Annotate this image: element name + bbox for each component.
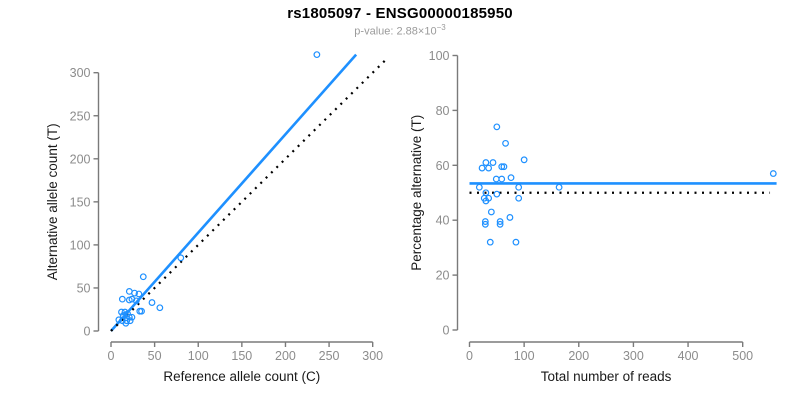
- data-point: [138, 307, 145, 315]
- identity-line: [110, 56, 390, 332]
- y-tick-label: 150: [70, 195, 91, 209]
- x-tick-label: 400: [678, 349, 699, 363]
- chart-subtitle: p-value: 2.88×10−3: [0, 23, 800, 38]
- data-point: [493, 123, 501, 131]
- data-point: [515, 183, 523, 191]
- data-point: [481, 218, 489, 225]
- data-point: [115, 316, 123, 324]
- y-tick-label: 0: [443, 324, 450, 338]
- x-tick-label: 200: [568, 349, 589, 363]
- chart-title: rs1805097 - ENSG00000185950: [287, 5, 513, 22]
- data-point: [487, 208, 495, 216]
- data-point: [135, 290, 143, 298]
- y-tick-label: 100: [429, 49, 450, 63]
- data-point: [489, 159, 497, 166]
- data-point: [520, 156, 528, 164]
- regression-line: [110, 53, 358, 332]
- data-point: [496, 218, 504, 225]
- y-axis-title: Percentage alternative (T): [409, 115, 424, 271]
- data-point: [492, 175, 500, 183]
- x-tick-label: 100: [188, 349, 209, 363]
- data-point: [478, 164, 486, 172]
- data-point: [769, 170, 777, 177]
- x-tick-label: 500: [732, 349, 753, 363]
- y-tick-label: 60: [436, 159, 450, 173]
- x-tick-label: 150: [231, 349, 252, 363]
- data-point: [493, 190, 501, 198]
- data-point: [128, 295, 136, 303]
- p-value-text: p-value: 2.88×10: [354, 25, 437, 38]
- x-tick-label: 0: [108, 349, 115, 363]
- x-axis-title: Reference allele count (C): [163, 369, 320, 384]
- data-point: [177, 254, 185, 262]
- data-point: [498, 163, 506, 171]
- y-tick-label: 200: [70, 152, 91, 166]
- data-point: [515, 194, 523, 202]
- y-tick-label: 100: [70, 238, 91, 252]
- percentage-scatter: 0 20 40 60 80 100 0 100 200 300 400 500 Total number…: [409, 49, 777, 384]
- p-value-exponent: −3: [436, 23, 446, 32]
- data-point: [139, 273, 147, 281]
- data-point: [506, 214, 514, 221]
- y-tick-label: 0: [84, 325, 91, 339]
- data-point: [507, 174, 515, 182]
- y-tick-label: 80: [436, 104, 450, 118]
- data-point: [485, 164, 493, 172]
- data-point: [131, 289, 138, 297]
- data-point: [313, 51, 321, 59]
- data-point: [148, 299, 156, 306]
- data-point: [125, 313, 133, 321]
- y-tick-label: 250: [70, 109, 91, 123]
- allele-count-scatter: 0 50 100 150 200 250 300 0 50 100 150 200 250 300 Refe…: [45, 51, 390, 384]
- data-point: [482, 189, 490, 197]
- data-point: [475, 183, 483, 191]
- x-tick-label: 0: [466, 349, 473, 363]
- data-point: [512, 238, 520, 246]
- data-point: [485, 194, 493, 202]
- data-point: [126, 317, 134, 325]
- data-point: [124, 310, 131, 318]
- y-tick-label: 50: [77, 281, 91, 295]
- x-tick-label: 50: [148, 349, 162, 363]
- y-tick-label: 40: [436, 214, 450, 228]
- data-point: [496, 220, 504, 228]
- data-point: [555, 183, 563, 191]
- x-tick-label: 250: [319, 349, 340, 363]
- data-point: [482, 159, 490, 166]
- data-point: [119, 312, 127, 319]
- data-point: [132, 297, 140, 305]
- y-tick-label: 20: [436, 269, 450, 283]
- data-point: [118, 295, 126, 303]
- data-point: [156, 304, 164, 312]
- data-point: [500, 163, 508, 171]
- data-point: [128, 313, 136, 321]
- data-point: [481, 220, 489, 228]
- y-axis-title: Alternative allele count (T): [45, 123, 60, 280]
- data-point: [502, 139, 509, 147]
- data-point: [486, 238, 494, 246]
- x-tick-label: 200: [275, 349, 296, 363]
- x-axis-title: Total number of reads: [541, 369, 672, 384]
- y-tick-label: 300: [70, 66, 91, 80]
- data-point: [118, 308, 125, 316]
- data-point: [498, 175, 506, 183]
- x-tick-label: 300: [362, 349, 383, 363]
- x-tick-label: 300: [623, 349, 644, 363]
- x-tick-label: 100: [514, 349, 535, 363]
